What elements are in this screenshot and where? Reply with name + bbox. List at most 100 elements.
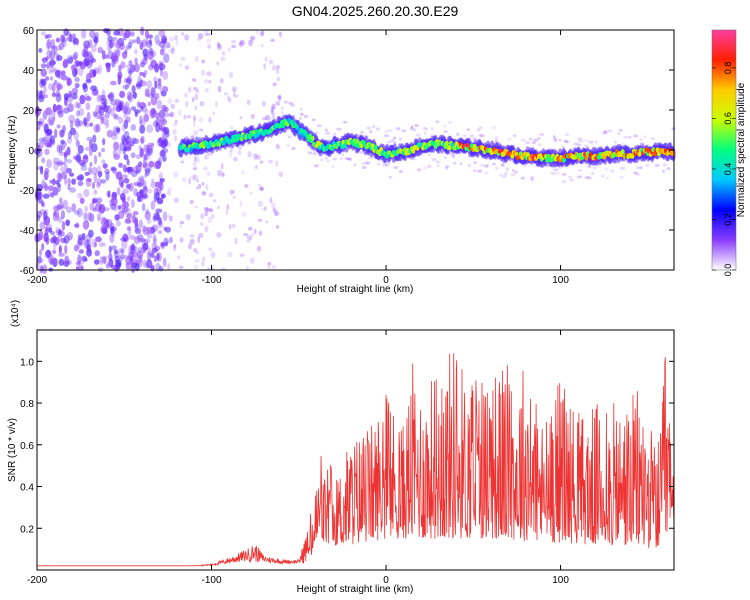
noise-blob (146, 188, 153, 194)
noise-blob (62, 60, 68, 69)
noise-blob (618, 128, 624, 132)
noise-blob (169, 36, 175, 42)
noise-blob (229, 189, 233, 196)
ridge-core (330, 145, 335, 152)
noise-blob (178, 109, 182, 116)
noise-blob (85, 72, 92, 83)
noise-blob (553, 137, 558, 141)
noise-blob (40, 91, 44, 101)
noise-blob (130, 64, 136, 73)
noise-blob (268, 59, 274, 65)
noise-blob (151, 50, 157, 58)
noise-blob (56, 183, 61, 188)
noise-blob (445, 166, 449, 170)
noise-blob (122, 199, 126, 207)
noise-blob (275, 67, 280, 75)
colorbar: 0.0 0.2 0.4 0.6 0.8 Normalized spectral ampl… (711, 29, 747, 276)
noise-blob (96, 94, 101, 103)
noise-blob (124, 207, 128, 214)
noise-blob (128, 251, 135, 259)
noise-blob (130, 265, 136, 273)
noise-blob (114, 48, 121, 54)
noise-blob (250, 232, 254, 238)
noise-blob (132, 138, 140, 145)
noise-blob (203, 156, 208, 160)
noise-blob (95, 123, 101, 133)
noise-blob (443, 156, 447, 160)
noise-blob (153, 161, 160, 169)
noise-blob (184, 34, 190, 41)
noise-blob (409, 126, 414, 130)
noise-blob (125, 45, 132, 50)
noise-blob (208, 79, 212, 84)
noise-blob (125, 217, 131, 224)
noise-blob (132, 39, 137, 44)
noise-blob (270, 38, 276, 43)
noise-blob (139, 237, 146, 243)
noise-blob (123, 130, 130, 141)
noise-blob (623, 135, 628, 139)
noise-blob (205, 207, 210, 212)
noise-blob (152, 234, 157, 243)
noise-blob (135, 153, 141, 160)
noise-blob (40, 63, 47, 69)
noise-blob (144, 170, 150, 176)
noise-blob (103, 28, 109, 34)
noise-blob (62, 125, 66, 133)
noise-blob (331, 165, 335, 169)
noise-blob (171, 45, 175, 52)
noise-blob (58, 228, 62, 235)
noise-blob (520, 176, 525, 180)
noise-blob (257, 183, 262, 187)
noise-blob (126, 226, 132, 231)
noise-blob (48, 227, 53, 233)
noise-blob (41, 202, 46, 208)
noise-blob (133, 188, 138, 197)
noise-blob (67, 137, 73, 144)
noise-blob (325, 159, 331, 163)
noise-blob (275, 143, 280, 150)
noise-blob (50, 110, 56, 120)
noise-blob (81, 255, 87, 262)
noise-blob (76, 176, 82, 181)
noise-blob (347, 157, 353, 161)
noise-blob (192, 86, 198, 91)
noise-blob (353, 163, 357, 167)
noise-blob (217, 169, 223, 177)
noise-blob (507, 137, 512, 141)
noise-blob (138, 257, 143, 268)
x-tick-label: -200 (27, 575, 47, 586)
noise-blob (216, 61, 220, 66)
noise-blob (127, 41, 133, 49)
noise-blob (66, 146, 71, 156)
noise-blob (220, 163, 224, 170)
noise-blob (92, 69, 97, 77)
noise-blob (144, 211, 151, 221)
noise-blob (60, 145, 66, 151)
noise-blob (188, 177, 191, 185)
noise-blob (63, 163, 68, 173)
noise-blob (118, 247, 124, 254)
noise-blob (227, 95, 230, 101)
noise-blob (106, 260, 114, 266)
noise-blob (247, 151, 252, 158)
noise-blob (204, 225, 209, 233)
noise-blob (107, 93, 113, 99)
noise-blob (49, 120, 54, 126)
noise-blob (204, 152, 210, 159)
ridge-core (620, 149, 625, 155)
noise-blob (410, 125, 414, 129)
noise-blob (82, 154, 89, 164)
x-tick-label: 0 (383, 575, 389, 586)
noise-blob (249, 236, 252, 241)
noise-blob (134, 63, 140, 73)
noise-blob (216, 231, 222, 238)
noise-blob (102, 163, 108, 169)
noise-blob (144, 108, 149, 115)
noise-blob (167, 213, 171, 218)
noise-blob (68, 114, 75, 124)
noise-blob (191, 97, 195, 103)
noise-blob (520, 138, 526, 142)
noise-blob (360, 130, 365, 134)
noise-blob (249, 257, 255, 264)
